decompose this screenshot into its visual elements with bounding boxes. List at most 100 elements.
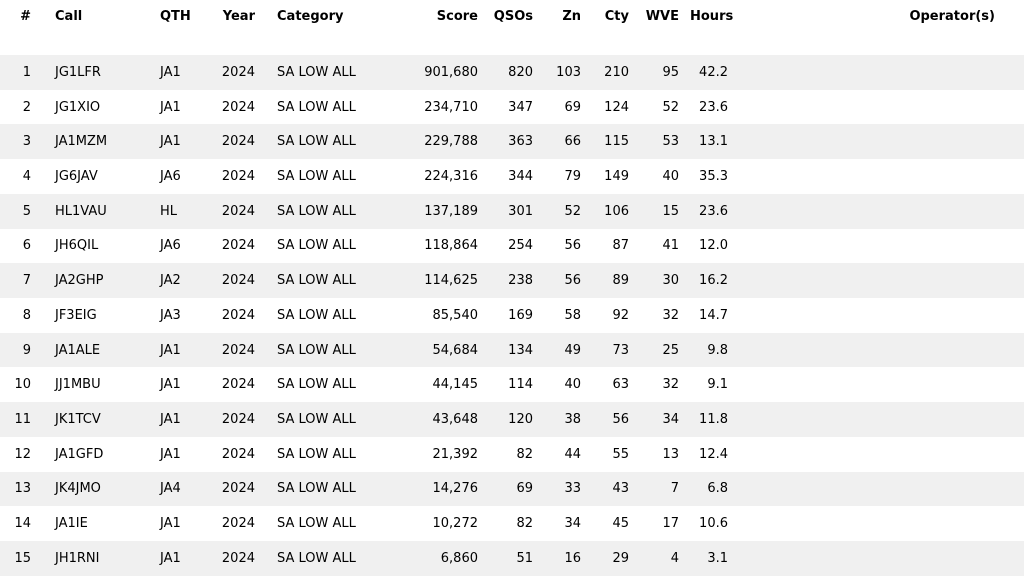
table-row: 11 JK1TCV JA1 2024 SA LOW ALL 43,648 120 38 56 34… (0, 402, 1024, 437)
cell-qth: JA1 (160, 412, 181, 428)
cell-cty: 106 (604, 203, 629, 219)
cell-score: 43,648 (432, 412, 479, 428)
cell-zn: 16 (564, 551, 581, 567)
column-header-rank: # (20, 9, 31, 24)
cell-call: JA1IE (55, 516, 88, 532)
cell-call: JA2GHP (55, 273, 104, 289)
cell-rank: 7 (22, 273, 31, 289)
cell-wve: 30 (662, 273, 679, 289)
cell-category: SA LOW ALL (277, 273, 356, 289)
cell-rank: 6 (22, 238, 31, 254)
cell-year: 2024 (221, 377, 255, 393)
cell-wve: 41 (662, 238, 679, 254)
cell-hours: 10.6 (699, 516, 728, 532)
column-header-hours: Hours (690, 9, 734, 24)
cell-wve: 32 (662, 377, 679, 393)
cell-category: SA LOW ALL (277, 446, 356, 462)
cell-qth: JA1 (160, 99, 181, 115)
cell-qsos: 169 (508, 307, 533, 323)
cell-score: 234,710 (424, 99, 478, 115)
column-header-qsos: QSOs (493, 9, 533, 24)
cell-call: JH1RNI (55, 551, 100, 567)
cell-rank: 1 (22, 64, 31, 80)
cell-operators (738, 298, 1024, 333)
cell-score: 114,625 (424, 273, 478, 289)
cell-cty: 55 (612, 446, 629, 462)
cell-operators (738, 437, 1024, 472)
cell-hours: 35.3 (699, 169, 728, 185)
cell-wve: 4 (670, 551, 679, 567)
cell-operators (738, 229, 1024, 264)
cell-operators (738, 263, 1024, 298)
cell-year: 2024 (221, 307, 255, 323)
cell-wve: 34 (662, 412, 679, 428)
column-header-score: Score (436, 9, 478, 24)
cell-call: JA1ALE (55, 342, 101, 358)
cell-year: 2024 (221, 134, 255, 150)
cell-qsos: 134 (508, 342, 533, 358)
cell-rank: 2 (22, 99, 31, 115)
table-row: 5 HL1VAU HL 2024 SA LOW ALL 137,189 301 52 106 15… (0, 193, 1024, 229)
cell-operators (738, 402, 1024, 437)
column-header-qth: QTH (160, 9, 191, 24)
cell-qth: JA1 (160, 134, 181, 150)
cell-category: SA LOW ALL (277, 307, 356, 323)
cell-qsos: 51 (516, 551, 533, 567)
cell-cty: 56 (612, 412, 629, 428)
cell-qsos: 254 (508, 238, 533, 254)
table-header: # Call QTH Year Category Score QSOs Zn Cty WVE Hou… (0, 0, 1024, 55)
cell-qsos: 238 (508, 273, 533, 289)
cell-cty: 63 (612, 377, 629, 393)
cell-year: 2024 (221, 273, 255, 289)
column-header-year: Year (222, 9, 255, 24)
table-row: 2 JG1XIO JA1 2024 SA LOW ALL 234,710 347 69 124 5… (0, 89, 1024, 125)
cell-rank: 5 (22, 203, 31, 219)
cell-hours: 11.8 (699, 412, 728, 428)
cell-call: JG1XIO (55, 99, 101, 115)
cell-qsos: 344 (508, 169, 533, 185)
cell-wve: 13 (662, 446, 679, 462)
cell-rank: 3 (22, 134, 31, 150)
cell-zn: 58 (564, 307, 581, 323)
cell-qth: JA6 (160, 238, 181, 254)
cell-zn: 52 (564, 203, 581, 219)
cell-call: JK4JMO (55, 481, 101, 497)
column-header-wve: WVE (645, 9, 679, 24)
cell-qth: HL (160, 203, 178, 219)
cell-operators (738, 124, 1024, 159)
cell-qth: JA1 (160, 446, 181, 462)
cell-operators (738, 472, 1024, 507)
table-row: 9 JA1ALE JA1 2024 SA LOW ALL 54,684 134 49 73 25 9… (0, 332, 1024, 368)
cell-wve: 7 (670, 481, 679, 497)
cell-operators (738, 506, 1024, 541)
cell-qsos: 69 (516, 481, 533, 497)
cell-hours: 6.8 (707, 481, 728, 497)
cell-category: SA LOW ALL (277, 481, 356, 497)
table-body: 1 JG1LFR JA1 2024 SA LOW ALL 901,680 820 103 210… (0, 55, 1024, 576)
column-header-call: Call (55, 9, 83, 24)
cell-score: 54,684 (432, 342, 479, 358)
cell-qth: JA6 (160, 169, 181, 185)
cell-category: SA LOW ALL (277, 412, 356, 428)
column-header-cty: Cty (604, 9, 629, 24)
cell-year: 2024 (221, 203, 255, 219)
cell-rank: 9 (22, 342, 31, 358)
cell-operators (738, 55, 1024, 90)
table-row: 1 JG1LFR JA1 2024 SA LOW ALL 901,680 820 103 210… (0, 55, 1024, 90)
cell-cty: 89 (612, 273, 629, 289)
cell-qth: JA1 (160, 64, 181, 80)
cell-qsos: 363 (508, 134, 533, 150)
cell-category: SA LOW ALL (277, 551, 356, 567)
cell-score: 137,189 (424, 203, 478, 219)
column-header-operators: Operator(s) (909, 9, 995, 24)
cell-year: 2024 (221, 412, 255, 428)
cell-hours: 13.1 (699, 134, 728, 150)
cell-year: 2024 (221, 169, 255, 185)
table-header-row: # Call QTH Year Category Score QSOs Zn Cty WVE Hou… (0, 0, 1024, 55)
table-row: 10 JJ1MBU JA1 2024 SA LOW ALL 44,145 114 40 63 32… (0, 367, 1024, 403)
cell-score: 224,316 (424, 169, 478, 185)
cell-year: 2024 (221, 342, 255, 358)
cell-operators (738, 159, 1024, 194)
cell-qth: JA1 (160, 342, 181, 358)
